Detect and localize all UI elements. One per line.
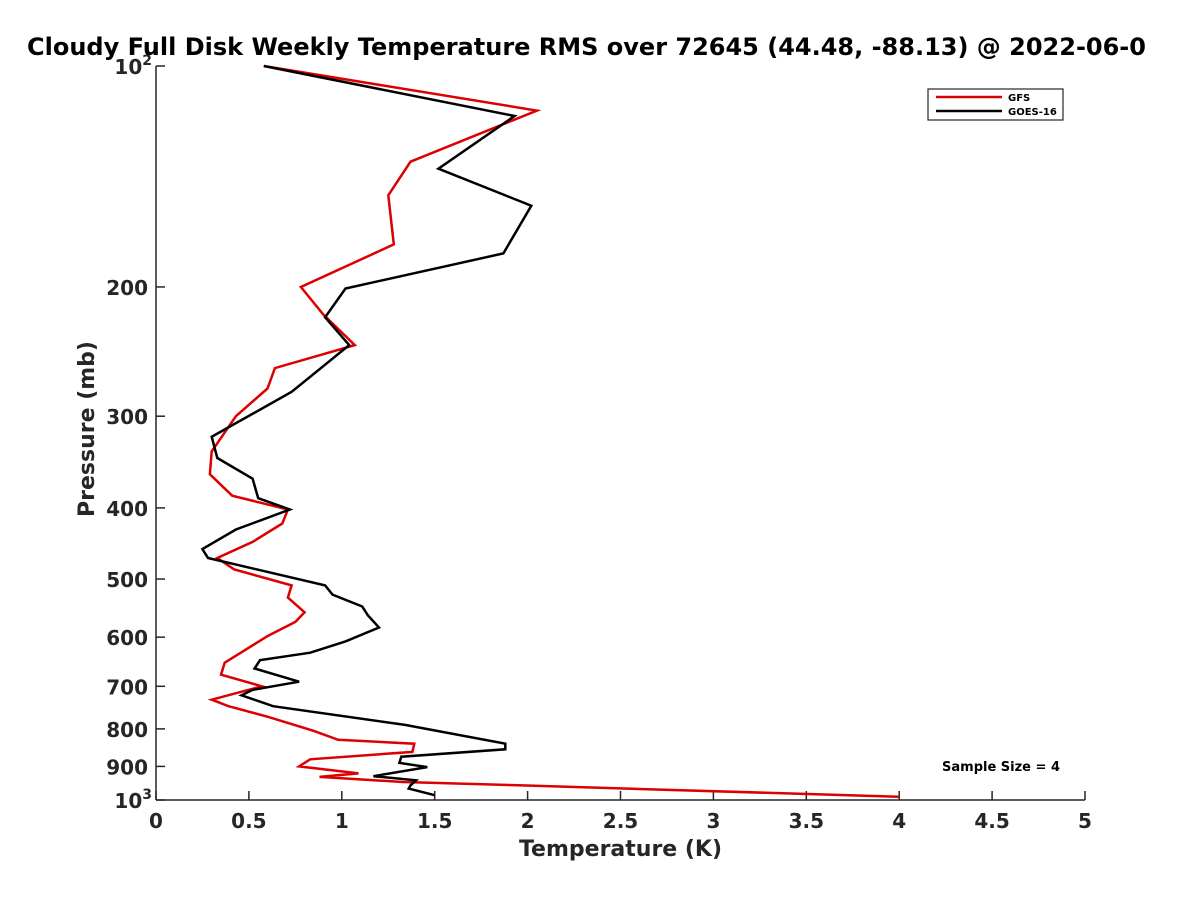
x-tick-label: 1 [335, 809, 349, 833]
x-tick-label: 2 [521, 809, 535, 833]
y-tick-label: 200 [106, 276, 148, 300]
y-tick-label: 102 [114, 53, 152, 79]
series-line-goes-16 [200, 64, 534, 797]
x-tick-label: 3.5 [789, 809, 824, 833]
legend-label: GOES-16 [1008, 107, 1057, 118]
x-tick-label: 0.5 [231, 809, 266, 833]
x-tick-label: 3 [706, 809, 720, 833]
y-tick-label: 700 [106, 675, 148, 699]
x-tick-label: 4.5 [974, 809, 1009, 833]
legend-box [927, 88, 1064, 121]
y-tick-label: 103 [114, 787, 152, 813]
axes: 0 0.5 1 1.5 2 2.5 3 3.5 4 4.5 5 102 200 300 400 500 600 7… [106, 53, 1092, 833]
chart-title: Cloudy Full Disk Weekly Temperature RMS … [27, 33, 1146, 61]
x-tick-label: 5 [1078, 809, 1092, 833]
legend: GFS GOES-16 [927, 88, 1064, 121]
x-tick-label: 1.5 [417, 809, 452, 833]
x-tick-label: 2.5 [603, 809, 638, 833]
series-line-gfs [207, 64, 900, 799]
legend-label: GFS [1008, 93, 1030, 104]
sample-size-annotation: Sample Size = 4 [942, 760, 1060, 775]
y-tick-label: 300 [106, 405, 148, 429]
y-tick-label: 400 [106, 497, 148, 521]
y-axis-label: Pressure (mb) [75, 341, 100, 517]
x-tick-label: 4 [892, 809, 906, 833]
y-tick-label: 600 [106, 626, 148, 650]
x-tick-label: 0 [149, 809, 163, 833]
y-tick-label: 900 [106, 755, 148, 779]
y-tick-label: 800 [106, 718, 148, 742]
y-tick-label: 500 [106, 568, 148, 592]
series-group [200, 64, 900, 799]
x-axis-label: Temperature (K) [519, 837, 722, 862]
